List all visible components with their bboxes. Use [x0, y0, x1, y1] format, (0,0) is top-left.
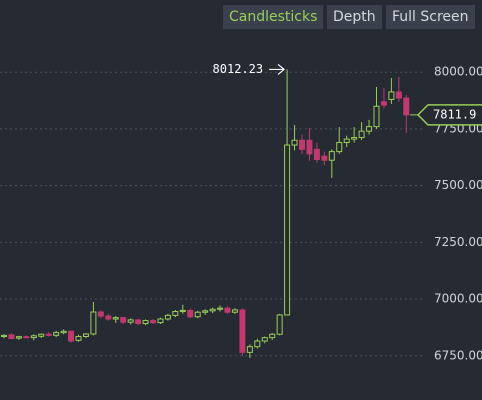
candle-body: [306, 139, 313, 155]
candle-body: [142, 320, 149, 325]
candle-body: [202, 310, 209, 313]
candle-body: [351, 137, 358, 140]
price-tag: [416, 104, 482, 126]
full-screen-button[interactable]: Full Screen: [386, 5, 475, 29]
candle-body: [373, 105, 380, 128]
candle-body: [15, 336, 22, 339]
candle-body: [157, 318, 164, 324]
candle-body: [388, 91, 395, 100]
candle-body: [313, 148, 320, 161]
candle-body: [194, 311, 201, 318]
candle-body: [328, 151, 335, 161]
candle-body: [380, 101, 387, 106]
candle-body: [209, 308, 216, 312]
candle-body: [120, 317, 127, 323]
candle-body: [224, 307, 231, 313]
y-tick-label: 7250.00: [434, 235, 482, 249]
candlesticks-button[interactable]: Candlesticks: [223, 5, 324, 29]
candle-body: [82, 333, 89, 337]
candle-body: [231, 309, 238, 313]
candle-body: [187, 309, 194, 318]
candle-body: [68, 330, 75, 342]
candle-body: [343, 138, 350, 144]
candle-body: [38, 333, 45, 337]
y-tick-label: 7000.00: [434, 292, 482, 306]
candle-body: [53, 332, 60, 336]
annotation-label: 8012.23: [213, 62, 264, 76]
candle-body: [23, 336, 30, 339]
candle-body: [105, 315, 112, 320]
candle-body: [321, 155, 328, 161]
annotation-arrow: [269, 63, 286, 75]
candle-body: [246, 346, 253, 353]
candle-body: [217, 307, 224, 310]
candle-body: [164, 314, 171, 320]
y-tick-label: 7500.00: [434, 178, 482, 192]
candle-body: [135, 319, 142, 325]
candle-body: [239, 309, 246, 353]
candle-body: [30, 335, 37, 339]
candle-body: [284, 144, 291, 316]
depth-button[interactable]: Depth: [327, 5, 382, 29]
candle-body: [60, 330, 67, 334]
candle-body: [8, 334, 15, 340]
candle-body: [127, 319, 134, 323]
candle-body: [366, 126, 373, 132]
candle-body: [276, 314, 283, 335]
candle-body: [150, 320, 156, 324]
candle-body: [97, 311, 104, 317]
candle-body: [261, 337, 268, 342]
candle-body: [395, 91, 402, 99]
candle-body: [112, 317, 119, 320]
candle-body: [172, 311, 179, 316]
candle-body: [336, 142, 343, 153]
candle-body: [299, 139, 305, 150]
candle-body: [254, 340, 261, 348]
candle-body: [75, 335, 82, 341]
y-tick-label: 6750.00: [434, 348, 482, 362]
candle-body: [45, 333, 52, 336]
candle-body: [90, 311, 97, 335]
candle-body: [291, 139, 298, 146]
candle-body: [358, 130, 365, 139]
candle-body: [269, 333, 276, 339]
last-price-label: 7811.9: [433, 107, 476, 121]
candle-body: [1, 334, 7, 337]
candle-body: [179, 309, 186, 313]
candle-body: [403, 97, 410, 116]
y-tick-label: 8000.00: [434, 65, 482, 79]
